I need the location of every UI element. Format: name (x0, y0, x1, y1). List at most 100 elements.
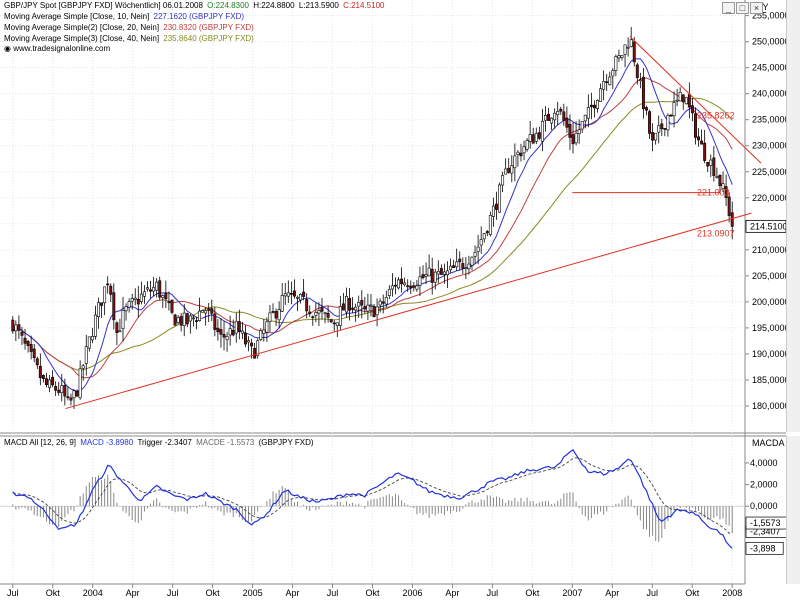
candle-body (72, 390, 76, 399)
candle-body (479, 239, 483, 246)
candle-body (57, 389, 61, 393)
candle-body (32, 348, 36, 358)
candle-body (234, 320, 238, 334)
macd-scrollbar[interactable] (786, 436, 800, 584)
candle-body (35, 358, 39, 366)
ma10-line (12, 58, 733, 392)
candle-body (173, 314, 177, 326)
candle-body (17, 324, 21, 331)
time-tick-label: Jul (487, 588, 499, 598)
candle-body (90, 335, 94, 341)
candle-body (620, 55, 624, 58)
candle-body (250, 342, 254, 347)
candle-body (198, 310, 202, 321)
candle-body (675, 99, 679, 102)
time-tick-label: 2008 (722, 588, 742, 598)
ohlc-close: C:214.5100 (343, 1, 385, 10)
candle-body (195, 320, 198, 322)
candle-body (458, 258, 462, 263)
ma20-name: Moving Average Simple(2) [Close, 20, Nei… (4, 23, 160, 32)
candle-body (651, 132, 655, 141)
candle-body (97, 302, 100, 317)
candle-body (525, 140, 529, 150)
macd-title: MACD All [12, 26, 9] (4, 438, 77, 447)
candle-body (596, 100, 599, 109)
candle-body (348, 298, 352, 311)
candle-body (14, 324, 18, 332)
candle-body (54, 386, 58, 391)
candle-body (485, 231, 489, 234)
macde-name: MACDE (196, 438, 225, 447)
price-tick-label: 180,0000 (752, 401, 790, 411)
ma40-legend[interactable]: Moving Average Simple(3) [Close, 40, Nei… (4, 34, 254, 44)
close-button[interactable]: × (750, 2, 763, 14)
restore-button[interactable]: □ (736, 2, 749, 14)
candle-body (176, 317, 180, 323)
candle-body (571, 134, 575, 145)
candle-body (381, 301, 385, 304)
candle-body (605, 81, 609, 83)
main-scrollbar[interactable] (786, 0, 800, 432)
candle-body (60, 385, 64, 394)
candle-body (614, 56, 618, 71)
candle-body (635, 64, 639, 78)
candle-body (608, 76, 612, 86)
time-tick-label: Jul (327, 588, 339, 598)
candle-body (29, 344, 33, 352)
candle-body (516, 151, 520, 155)
candle-body (139, 293, 143, 302)
minimize-button[interactable]: _ (722, 2, 735, 14)
candle-body (357, 302, 361, 307)
candle-body (706, 162, 710, 167)
candle-body (277, 309, 281, 321)
candle-body (360, 300, 364, 306)
candle-body (345, 296, 348, 313)
candle-body (669, 114, 673, 117)
candle-body (491, 205, 495, 217)
candle-body (522, 146, 526, 154)
candle-body (482, 233, 486, 240)
candle-body (124, 306, 128, 312)
candle-body (470, 256, 474, 266)
candle-body (179, 316, 183, 326)
ma20-legend[interactable]: Moving Average Simple(2) [Close, 20, Nei… (4, 23, 254, 33)
candle-body (240, 330, 244, 334)
candle-body (259, 330, 263, 340)
candle-body (219, 329, 223, 335)
candle-body (654, 132, 658, 141)
macd-legend[interactable]: MACD All [12, 26, 9] MACD -3.8980 Trigge… (4, 438, 314, 448)
candle-body (228, 328, 232, 336)
candle-body (93, 314, 97, 337)
candle-body (109, 285, 113, 295)
candle-body (574, 133, 578, 144)
candle-body (314, 312, 318, 316)
candle-body (715, 176, 719, 178)
price-tick-label: 205,0000 (752, 271, 790, 281)
candle-body (540, 120, 544, 142)
trigger-name: Trigger (137, 438, 163, 447)
candle-body (626, 46, 630, 49)
time-tick-label: Apr (605, 588, 619, 598)
ohlc-low: L:213.5900 (298, 1, 339, 10)
candle-body (537, 132, 541, 139)
candle-body (363, 306, 367, 310)
ma10-legend[interactable]: Moving Average Simple [Close, 10, Nein] … (4, 12, 244, 22)
candle-body (256, 340, 260, 357)
ma40-line (12, 97, 733, 371)
candle-body (133, 297, 137, 300)
instrument-title: GBP/JPY Spot [GBPJPY FXD] Wöchentlich] 0… (4, 1, 203, 10)
candle-body (308, 311, 312, 315)
candle-body (170, 299, 174, 313)
candle-body (185, 313, 189, 325)
ma40-value: 235.8640 (GBPJPY FXD) (163, 34, 254, 43)
credit-line: ◉ www.tradesignalonline.com (4, 44, 110, 54)
candle-body (697, 136, 701, 141)
candle-body (393, 284, 397, 287)
candle-body (507, 167, 511, 173)
candle-body (412, 285, 416, 288)
candle-body (436, 270, 440, 275)
candle-body (488, 214, 492, 235)
candle-body (75, 391, 79, 397)
candle-body (387, 289, 391, 296)
candle-body (687, 94, 691, 108)
